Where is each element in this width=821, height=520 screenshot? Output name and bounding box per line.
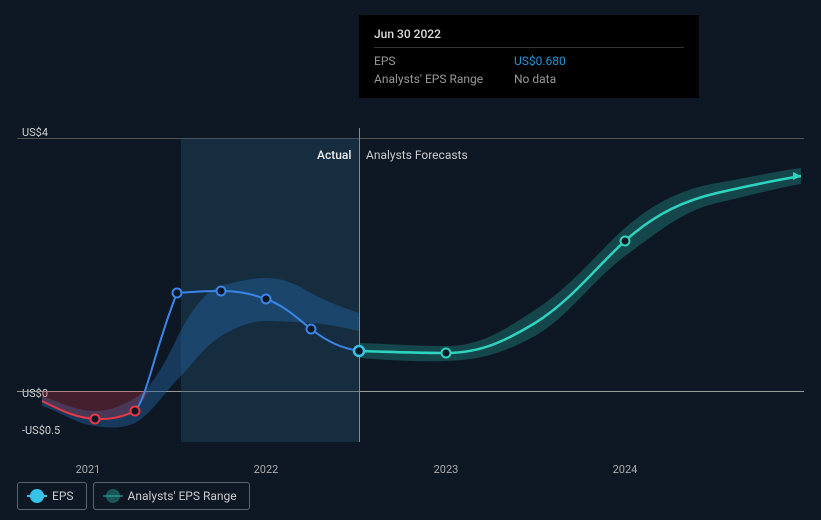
legend-item-eps[interactable]: EPS [17,482,87,510]
eps-chart: US$4 US$0 -US$0.5 Actual Analysts Foreca… [17,0,804,520]
tooltip-key: Analysts' EPS Range [374,72,514,86]
legend-swatch-eps [30,489,44,503]
tooltip-row-range: Analysts' EPS Range No data [374,72,684,86]
marker [262,295,271,304]
tooltip: Jun 30 2022 EPS US$0.680 Analysts' EPS R… [359,15,699,98]
marker [217,287,226,296]
legend-swatch-range [106,489,120,503]
tooltip-val: US$0.680 [514,54,566,68]
plot-area: US$4 US$0 -US$0.5 Actual Analysts Foreca… [17,128,804,442]
x-tick-2021: 2021 [68,463,108,476]
x-tick-2023: 2023 [426,463,466,476]
legend-label: Analysts' EPS Range [128,489,237,503]
legend-label: EPS [52,489,74,503]
region-label-actual: Actual [317,148,351,162]
tooltip-val: No data [514,72,556,86]
tooltip-title: Jun 30 2022 [374,27,684,48]
marker [131,407,140,416]
legend-item-range[interactable]: Analysts' EPS Range [93,482,250,510]
legend: EPS Analysts' EPS Range [17,482,250,510]
eps-line-forecast [359,176,801,353]
x-tick-2022: 2022 [246,463,286,476]
chart-svg [17,128,804,442]
marker [173,289,182,298]
marker [91,415,100,424]
tooltip-row-eps: EPS US$0.680 [374,54,684,68]
x-tick-2024: 2024 [605,463,645,476]
marker [621,237,630,246]
marker [307,325,316,334]
range-band-forecast [359,168,801,361]
marker-highlight [354,346,364,356]
tooltip-key: EPS [374,54,514,68]
marker [442,349,451,358]
region-label-forecast: Analysts Forecasts [366,148,468,162]
